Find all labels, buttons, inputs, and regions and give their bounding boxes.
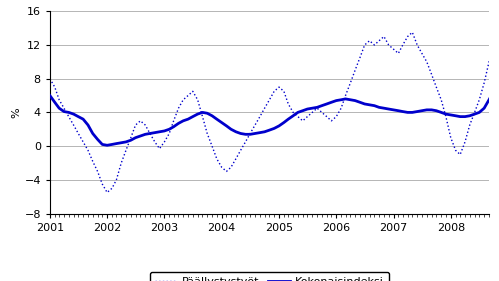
Line: Kokonaisindeksi: Kokonaisindeksi	[50, 74, 499, 145]
Line: Päällystystyöt: Päällystystyöt	[50, 11, 499, 192]
Y-axis label: %: %	[11, 107, 21, 118]
Legend: Päällystystyöt, Kokonaisindeksi: Päällystystyöt, Kokonaisindeksi	[150, 272, 389, 281]
